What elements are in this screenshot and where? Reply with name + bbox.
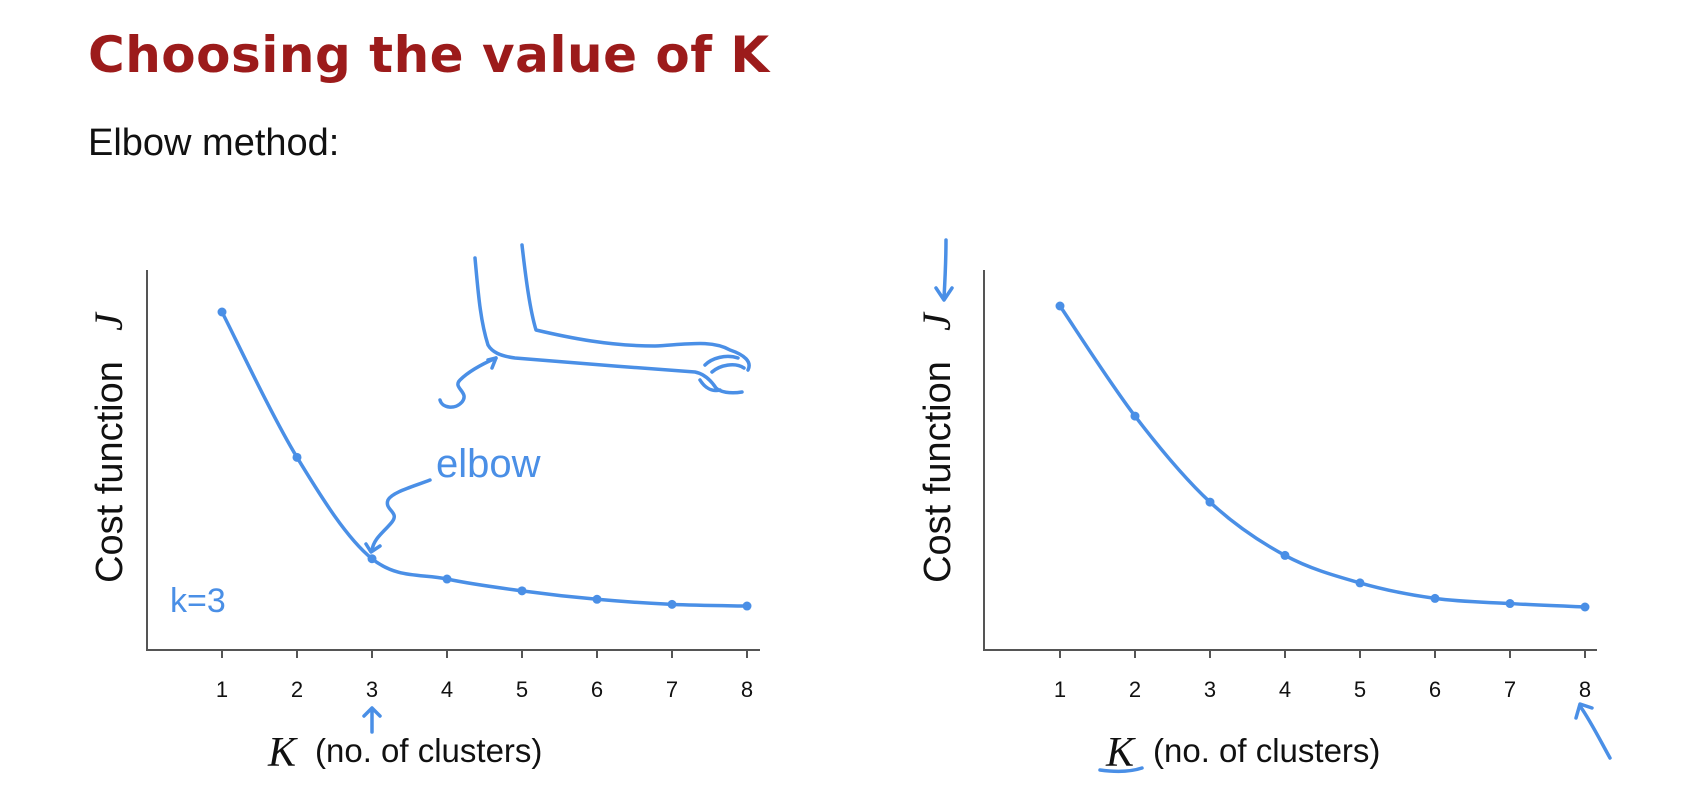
slide-subtitle: Elbow method: — [88, 122, 340, 164]
k-underline-icon — [1098, 766, 1144, 774]
curve-elbow-arrowhead-icon — [364, 542, 382, 554]
x-tick-label: 4 — [441, 677, 453, 702]
chart-right-x-ticks: 1 2 3 4 5 6 7 8 — [1054, 650, 1591, 702]
x-tick-label: 8 — [741, 677, 753, 702]
x-tick-label: 2 — [291, 677, 303, 702]
chart-right-points — [1055, 301, 1590, 612]
data-point-k1 — [1055, 301, 1065, 311]
k8-arrow-icon — [1574, 702, 1612, 760]
data-point-k1 — [217, 307, 227, 317]
slide-title: Choosing the value of K — [88, 26, 770, 84]
data-point-k3 — [367, 554, 377, 564]
chart-right: 1 2 3 4 5 6 7 8 Cost function J K (no. of clust… — [914, 270, 1597, 776]
data-point-k8 — [742, 601, 752, 611]
x-tick-label: 5 — [516, 677, 528, 702]
x-tick-label: 7 — [666, 677, 678, 702]
curve-elbow-arrow-icon — [370, 478, 432, 552]
data-point-k4 — [442, 574, 452, 584]
x-tick-label: 8 — [1579, 677, 1591, 702]
x-tick-label: 4 — [1279, 677, 1291, 702]
data-point-k4 — [1280, 550, 1290, 560]
chart-left-x-ticks: 1 2 3 4 5 6 7 8 — [216, 650, 753, 702]
arm-elbow-arrow-icon — [438, 356, 498, 409]
x-tick-label: 5 — [1354, 677, 1366, 702]
x-tick-label: 3 — [366, 677, 378, 702]
x-tick-label: 7 — [1504, 677, 1516, 702]
chart-right-ylabel: Cost function — [917, 361, 959, 583]
x-tick-label: 1 — [1054, 677, 1066, 702]
chart-left-axes — [146, 270, 760, 651]
j-down-arrow-icon — [934, 238, 954, 302]
data-point-k7 — [1505, 599, 1515, 609]
x-tick-label: 6 — [591, 677, 603, 702]
x-tick-label: 1 — [216, 677, 228, 702]
arm-sketch-icon — [473, 243, 751, 395]
chart-left-points — [217, 307, 752, 611]
arm-elbow-arrowhead-icon — [486, 356, 498, 370]
k-choice-note: k=3 — [170, 582, 226, 620]
data-point-k5 — [517, 586, 527, 596]
chart-left-ylabel: Cost function — [89, 361, 131, 583]
chart-right-ylabel-var: J — [914, 311, 959, 331]
k3-up-arrow-icon — [362, 706, 382, 734]
x-tick-label: 2 — [1129, 677, 1141, 702]
chart-right-axes — [983, 270, 1597, 651]
chart-left-xlabel-var: K — [267, 730, 298, 776]
chart-right-xlabel-var: K — [1105, 730, 1136, 776]
x-tick-label: 6 — [1429, 677, 1441, 702]
data-point-k5 — [1355, 578, 1365, 588]
data-point-k8 — [1580, 602, 1590, 612]
chart-left-ylabel-var: J — [86, 311, 131, 331]
data-point-k2 — [292, 452, 302, 462]
chart-right-curve — [1058, 304, 1587, 609]
chart-right-xlabel-unit: (no. of clusters) — [1153, 732, 1380, 769]
data-point-k6 — [592, 594, 602, 604]
data-point-k3 — [1205, 497, 1215, 507]
data-point-k6 — [1430, 593, 1440, 603]
x-tick-label: 3 — [1204, 677, 1216, 702]
chart-left: 1 2 3 4 5 6 7 8 Cost function J K (no. of clust… — [86, 270, 760, 776]
elbow-label: elbow — [436, 442, 541, 486]
data-point-k2 — [1130, 411, 1140, 421]
data-point-k7 — [667, 599, 677, 609]
chart-left-xlabel-unit: (no. of clusters) — [315, 732, 542, 769]
